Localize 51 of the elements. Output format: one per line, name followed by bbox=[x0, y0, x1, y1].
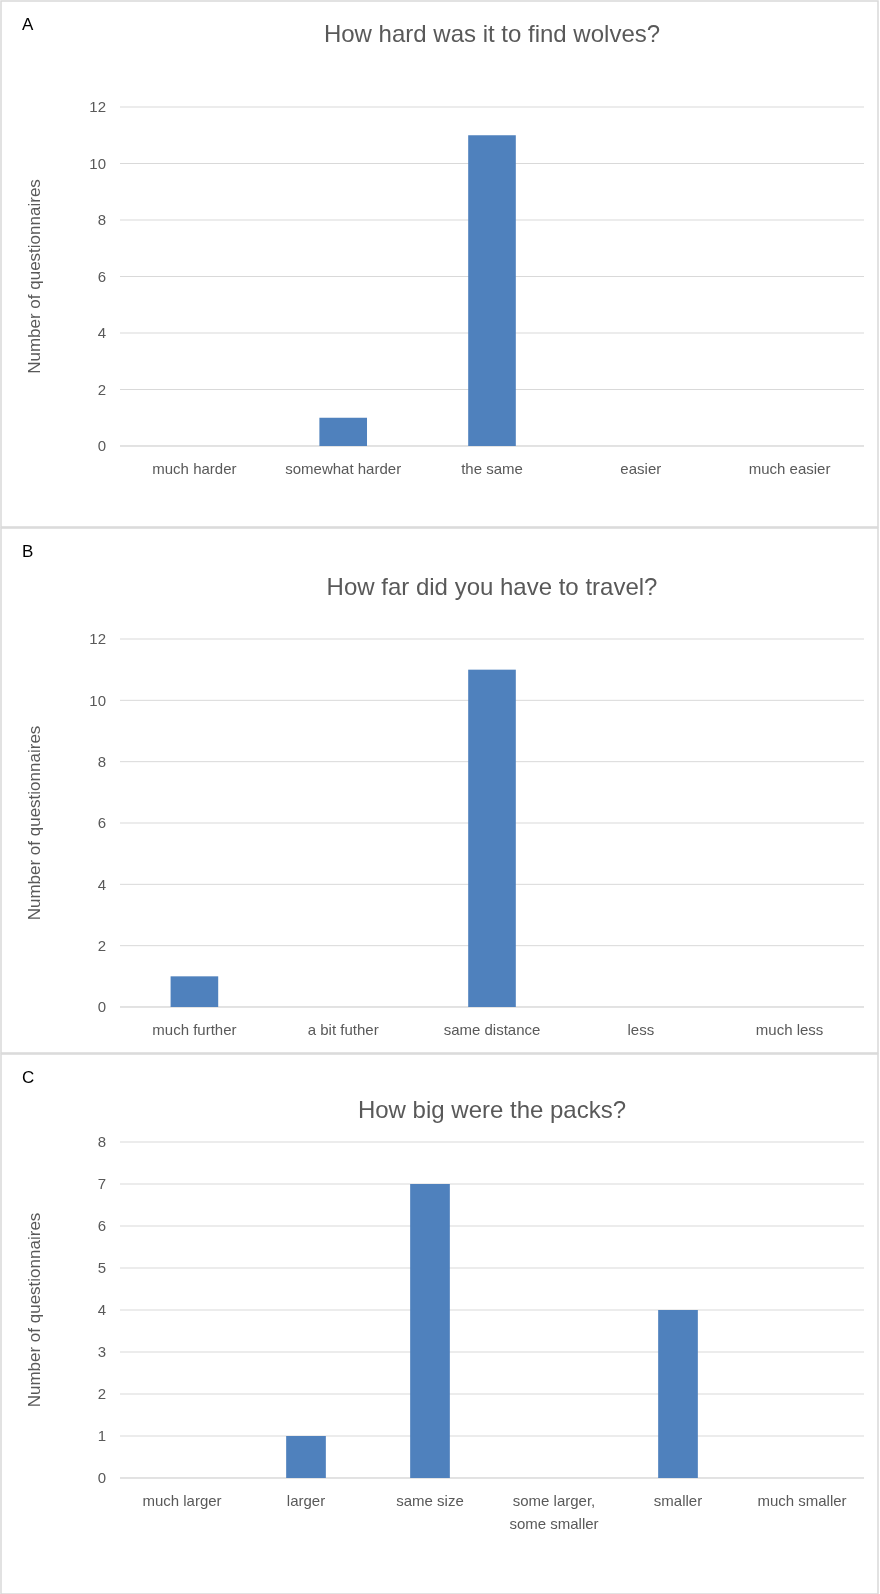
text: C bbox=[22, 1068, 35, 1087]
x-tick-label: easier bbox=[620, 460, 662, 477]
bar bbox=[410, 1184, 450, 1478]
y-tick-label: 10 bbox=[89, 691, 106, 709]
x-tick-label: somewhat harder bbox=[285, 460, 402, 477]
x-tick-label: much harder bbox=[152, 460, 237, 477]
y-tick-label: 4 bbox=[97, 1301, 106, 1319]
y-tick-label: 5 bbox=[97, 1259, 106, 1277]
y-axis-title: Number of questionnaires bbox=[25, 1212, 44, 1408]
chart-title: How far did you have to travel? bbox=[326, 573, 658, 600]
y-tick-label: 6 bbox=[97, 1217, 106, 1235]
y-tick-label: 4 bbox=[97, 875, 106, 893]
text: B bbox=[22, 542, 34, 561]
x-tick-label: much easier bbox=[748, 460, 831, 477]
x-tick-label: the same bbox=[461, 460, 523, 477]
y-tick-label: 6 bbox=[97, 267, 106, 285]
y-tick-label: 12 bbox=[89, 98, 106, 116]
y-tick-label: 10 bbox=[89, 154, 106, 172]
x-tick-label: some larger, some smaller bbox=[509, 1492, 599, 1532]
x-tick-label: much further bbox=[152, 1021, 237, 1038]
y-tick-label: 2 bbox=[97, 936, 106, 954]
x-tick-label: much larger bbox=[142, 1492, 222, 1509]
y-tick-label: 6 bbox=[97, 814, 106, 832]
text: A bbox=[22, 15, 34, 34]
x-tick-label: same distance bbox=[443, 1021, 541, 1038]
x-tick-label: much smaller bbox=[757, 1492, 847, 1509]
y-tick-label: 8 bbox=[97, 211, 106, 229]
y-tick-label: 4 bbox=[97, 324, 106, 342]
chart-title: How hard was it to find wolves? bbox=[323, 20, 661, 47]
bar bbox=[286, 1436, 326, 1478]
y-tick-label: 2 bbox=[97, 1385, 106, 1403]
x-tick-label: much less bbox=[755, 1021, 824, 1038]
bar bbox=[658, 1310, 698, 1478]
y-tick-label: 8 bbox=[97, 752, 106, 770]
x-tick-label: smaller bbox=[653, 1492, 703, 1509]
y-tick-label: 3 bbox=[97, 1343, 106, 1361]
y-tick-label: 12 bbox=[89, 630, 106, 648]
x-tick-label: less bbox=[627, 1021, 655, 1038]
y-tick-label: 0 bbox=[97, 998, 106, 1016]
y-tick-label: 0 bbox=[97, 1469, 106, 1487]
y-axis-title: Number of questionnaires bbox=[25, 179, 44, 374]
y-axis-title: Number of questionnaires bbox=[25, 725, 44, 921]
y-tick-label: 8 bbox=[97, 1133, 106, 1151]
x-tick-label: larger bbox=[286, 1492, 326, 1509]
y-tick-label: 2 bbox=[97, 380, 106, 398]
x-tick-label: same size bbox=[396, 1492, 464, 1509]
y-tick-label: 1 bbox=[97, 1427, 106, 1445]
y-tick-label: 7 bbox=[97, 1175, 106, 1193]
x-tick-label: a bit futher bbox=[307, 1021, 379, 1038]
y-tick-label: 0 bbox=[97, 437, 106, 455]
chart-title: How big were the packs? bbox=[357, 1096, 627, 1123]
